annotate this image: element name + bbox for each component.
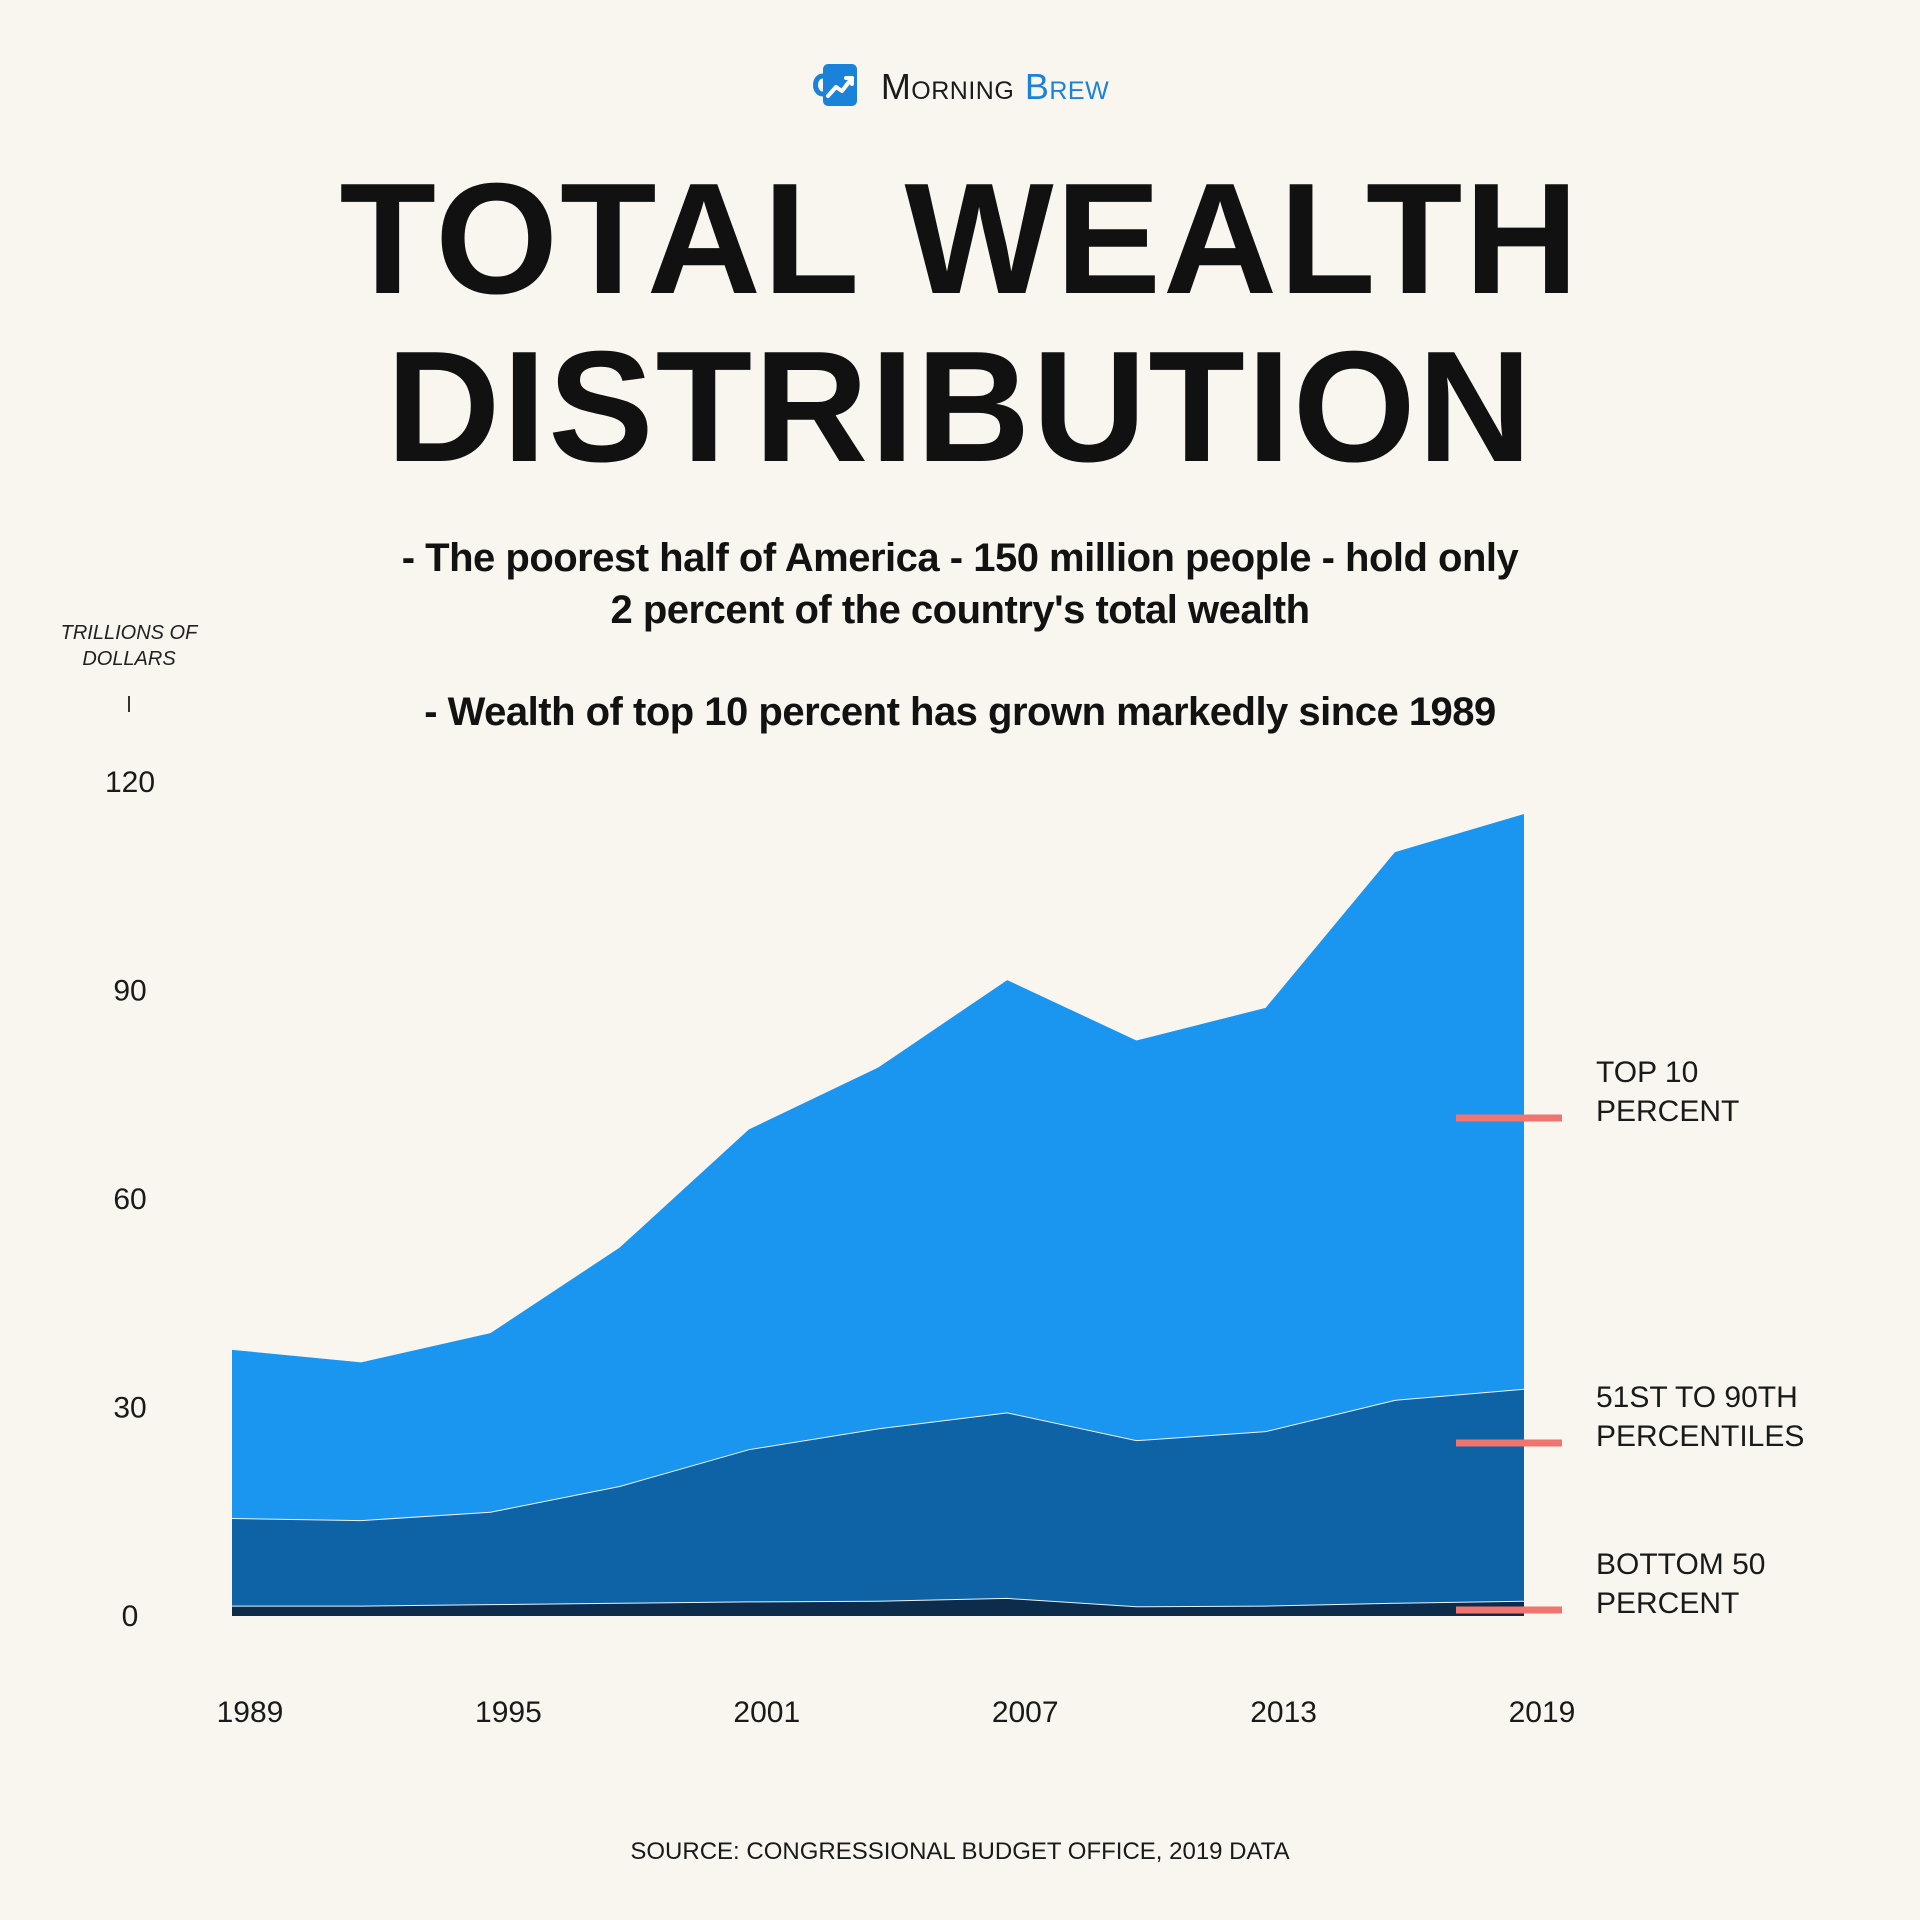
area-bottom-50-percent	[232, 1597, 1524, 1616]
chart-areas	[231, 813, 1525, 1616]
subtitle-top-ten: - Wealth of top 10 percent has grown mar…	[424, 690, 1496, 734]
x-tick-label: 1989	[217, 1696, 284, 1729]
x-tick-label: 1995	[475, 1696, 542, 1729]
coffee-mug-chart-icon	[812, 64, 857, 106]
chart-legend: BOTTOM 50 PERCENT 51ST TO 90TH PERCENTILES T…	[1456, 1056, 1804, 1620]
title-line-2: DISTRIBUTION	[386, 319, 1534, 495]
x-tick-label: 2007	[992, 1696, 1059, 1729]
y-tick-label: 120	[105, 766, 155, 799]
brand-name-part1: Morning	[880, 66, 1015, 107]
y-axis-label-tick	[128, 696, 130, 712]
x-axis-ticks: 1989 1995 2001 2007 2013 2019	[217, 1696, 1576, 1729]
y-tick-label: 60	[113, 1183, 146, 1216]
x-tick-label: 2001	[733, 1696, 800, 1729]
title-line-1: TOTAL WEALTH	[339, 151, 1581, 327]
brand-name: Morning Brew	[881, 66, 1109, 108]
subtitle-poorest-half: - The poorest half of America - 150 mill…	[0, 532, 1920, 636]
legend-label: TOP 10 PERCENT	[1596, 1056, 1739, 1128]
y-axis-label: TRILLIONS OF DOLLARS	[60, 622, 198, 670]
legend-label: BOTTOM 50 PERCENT	[1596, 1548, 1765, 1620]
brand-header: Morning Brew	[0, 60, 1920, 114]
area-51st-to-90th-percentiles	[232, 1388, 1524, 1607]
area-top-10-percent	[232, 813, 1524, 1521]
legend-label: 51ST TO 90TH PERCENTILES	[1596, 1381, 1804, 1453]
page-title: TOTAL WEALTH DISTRIBUTION	[0, 155, 1920, 491]
y-tick-label: 30	[113, 1392, 146, 1425]
x-tick-label: 2013	[1250, 1696, 1317, 1729]
y-tick-label: 0	[122, 1600, 139, 1633]
y-tick-label: 90	[113, 975, 146, 1008]
brand-name-part2: Brew	[1024, 66, 1110, 107]
y-axis-ticks: 0 30 60 90 120	[105, 766, 155, 1633]
subtitle-line-1a: - The poorest half of America - 150 mill…	[401, 536, 1519, 580]
subtitle-line-1b: 2 percent of the country's total wealth	[610, 588, 1310, 632]
x-tick-label: 2019	[1509, 1696, 1576, 1729]
source-note: SOURCE: CONGRESSIONAL BUDGET OFFICE, 201…	[630, 1838, 1290, 1865]
